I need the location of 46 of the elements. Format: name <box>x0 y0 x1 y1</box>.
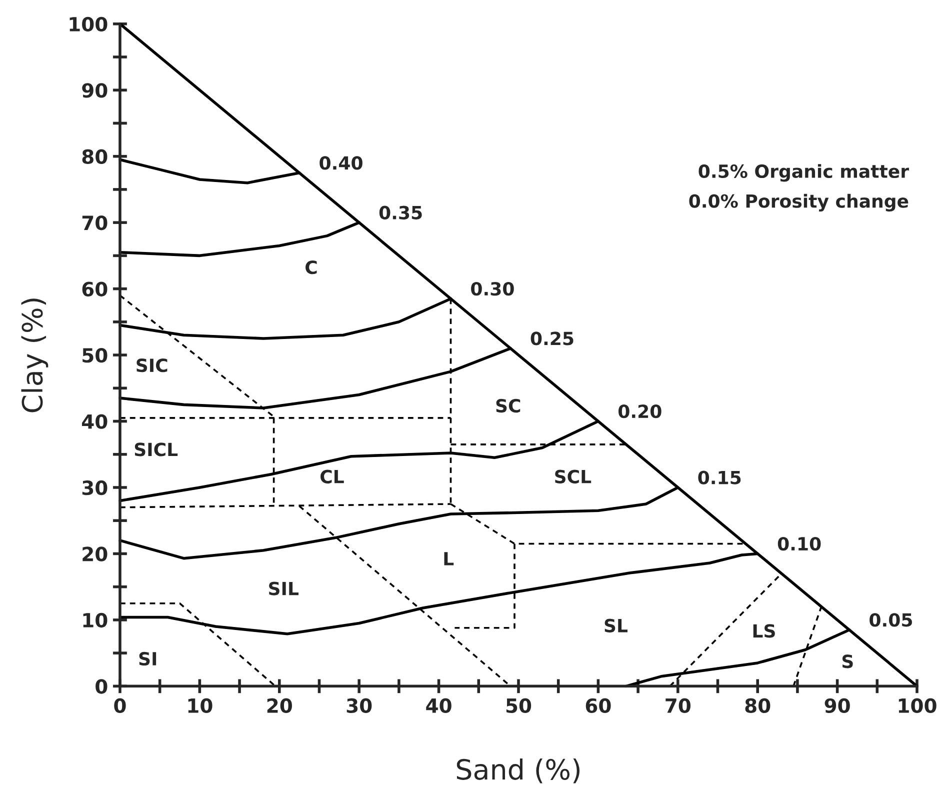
y-tick-label: 30 <box>82 480 108 496</box>
x-tick-label: 50 <box>506 698 532 714</box>
annotation: 0.5% Organic matter <box>698 164 909 182</box>
y-axis-title: Clay (%) <box>21 298 48 412</box>
annotation: 0.40 <box>320 156 362 170</box>
annotation: 0.15 <box>698 470 741 484</box>
x-axis-title: Sand (%) <box>456 758 580 784</box>
annotation: SCL <box>555 470 592 484</box>
annotation: LS <box>753 624 775 638</box>
y-tick-label: 0 <box>96 679 108 694</box>
annotation: 0.20 <box>618 404 662 418</box>
annotation: 0.05 <box>870 613 912 627</box>
y-tick-label: 40 <box>82 414 108 429</box>
y-tick-label: 10 <box>83 612 108 628</box>
annotation: CL <box>320 470 344 484</box>
annotation: SI <box>139 652 156 666</box>
y-tick-label: 100 <box>70 16 108 32</box>
y-tick-label: 50 <box>82 348 108 363</box>
x-tick-label: 80 <box>745 698 770 714</box>
annotation: SL <box>604 618 628 632</box>
annotation: 0.10 <box>778 536 821 551</box>
annotation: SC <box>496 398 520 413</box>
annotation: 0.35 <box>379 206 422 220</box>
annotation: SIL <box>269 582 298 596</box>
x-tick-label: 60 <box>586 698 611 714</box>
annotation: 0.0% Porosity change <box>689 194 908 212</box>
x-tick-label: 20 <box>267 698 292 714</box>
x-tick-label: 90 <box>824 698 850 714</box>
x-tick-label: 10 <box>188 698 212 714</box>
y-tick-label: 70 <box>82 216 108 230</box>
x-tick-label: 0 <box>114 698 126 714</box>
y-tick-label: 90 <box>82 83 108 98</box>
annotation: L <box>444 552 454 566</box>
y-tick-label: 60 <box>82 282 108 296</box>
x-tick-label: 70 <box>666 698 690 714</box>
annotation: S <box>842 654 853 668</box>
annotation: 0.30 <box>471 282 514 296</box>
y-tick-label: 80 <box>82 149 108 164</box>
annotation: 0.25 <box>530 332 574 346</box>
x-tick-label: 40 <box>426 698 452 714</box>
annotation: SICL <box>134 442 178 456</box>
annotation: C <box>306 260 317 274</box>
x-tick-label: 30 <box>346 698 372 714</box>
x-tick-label: 100 <box>898 698 936 714</box>
annotation: SIC <box>136 358 168 372</box>
y-tick-label: 20 <box>82 546 108 562</box>
